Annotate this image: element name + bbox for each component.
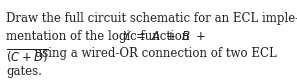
Text: mentation of the logic function: mentation of the logic function xyxy=(6,30,193,43)
Text: gates.: gates. xyxy=(6,65,42,78)
Text: $Y\ =\ A\ +\ B\ +$: $Y\ =\ A\ +\ B\ +$ xyxy=(122,30,206,43)
Text: Draw the full circuit schematic for an ECL imple-: Draw the full circuit schematic for an E… xyxy=(6,12,297,25)
Text: $\overline{(C + D)}$: $\overline{(C + D)}$ xyxy=(6,47,49,65)
Text: using a wired-OR connection of two ECL: using a wired-OR connection of two ECL xyxy=(31,47,277,60)
